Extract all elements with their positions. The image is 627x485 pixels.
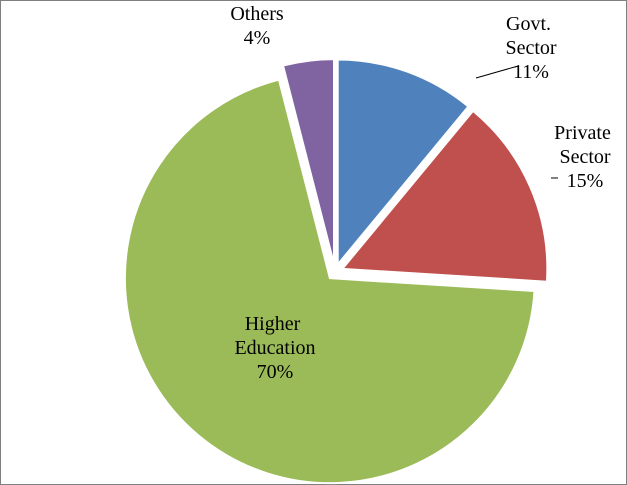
category-label: Others <box>230 3 284 25</box>
leader-line <box>475 65 519 79</box>
category-label-line: Others <box>230 3 284 25</box>
category-label: Higher Education <box>234 313 315 359</box>
category-label: Private Sector <box>554 122 616 168</box>
category-label-line: Sector <box>559 146 610 168</box>
value-label: 11% <box>513 61 549 83</box>
category-label: Govt. Sector <box>505 13 556 59</box>
category-label-line: Education <box>234 337 315 359</box>
pie-slice <box>340 109 549 283</box>
value-label: 15% <box>567 170 604 192</box>
value-label: 4% <box>244 27 271 49</box>
category-label-line: Higher <box>245 313 306 335</box>
value-label: 70% <box>257 361 294 383</box>
category-label-line: Sector <box>505 37 556 59</box>
category-label-line: Private <box>554 122 616 144</box>
pie-slice <box>336 58 470 268</box>
category-label-line: Govt. <box>506 13 556 35</box>
pie-slice <box>123 78 536 485</box>
pie-slice <box>281 58 335 265</box>
